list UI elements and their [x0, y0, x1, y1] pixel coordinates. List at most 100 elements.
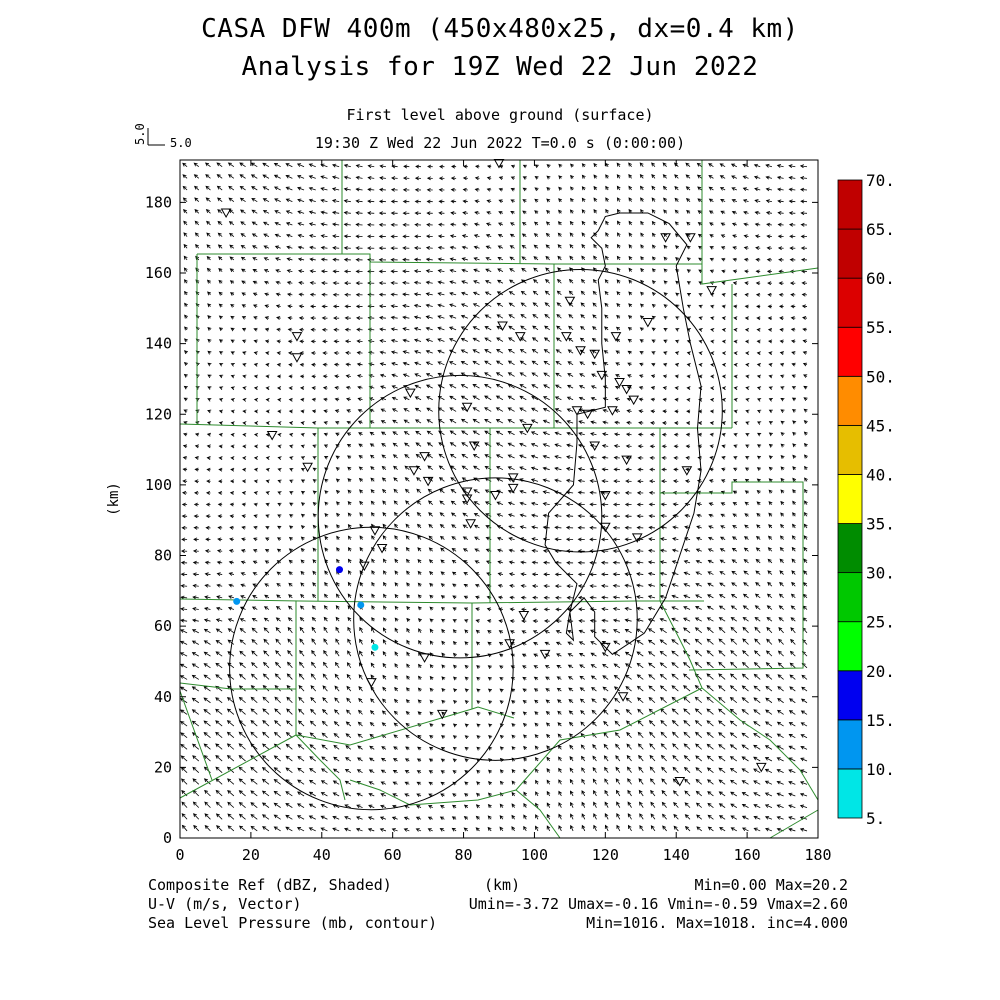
wind-vector: [441, 688, 446, 693]
wind-vector: [382, 674, 387, 680]
wind-vector: [636, 674, 644, 680]
wind-vector: [709, 222, 714, 226]
wind-vector: [508, 548, 515, 553]
wind-vector: [729, 685, 738, 692]
wind-vector: [473, 524, 480, 529]
wind-vector: [719, 536, 726, 541]
wind-vector: [603, 350, 609, 354]
wind-vector: [695, 594, 702, 599]
wind-vector: [580, 732, 586, 738]
wind-vector: [535, 791, 539, 797]
wind-vector: [242, 386, 247, 391]
wind-vector: [521, 630, 527, 634]
wind-vector: [265, 374, 270, 379]
wind-vector: [394, 617, 399, 622]
wind-vector: [289, 479, 294, 484]
wind-vector: [639, 813, 644, 820]
wind-vector: [579, 373, 585, 377]
wind-vector: [404, 770, 410, 774]
wind-vector: [788, 827, 796, 832]
wind-vector: [602, 698, 609, 704]
wind-vector: [242, 456, 247, 460]
wind-vector: [239, 662, 246, 669]
wind-vector: [288, 409, 293, 414]
wind-vector: [300, 559, 305, 564]
wind-vector: [452, 607, 457, 611]
wind-vector: [218, 256, 223, 261]
wind-vector: [683, 548, 691, 553]
wind-vector: [578, 629, 585, 634]
wind-vector: [590, 641, 597, 645]
wind-vector: [731, 222, 737, 227]
wind-vector: [425, 373, 433, 377]
wind-vector: [216, 560, 223, 565]
wind-vector: [402, 257, 410, 262]
wind-vector: [534, 175, 539, 180]
wind-vector: [578, 653, 585, 657]
wind-vector: [425, 257, 433, 262]
wind-vector: [473, 257, 480, 261]
wind-vector: [369, 408, 375, 413]
wind-vector: [309, 720, 317, 727]
wind-vector: [203, 755, 211, 762]
wind-vector: [486, 583, 492, 588]
wind-vector: [651, 315, 656, 320]
wind-vector: [580, 710, 586, 715]
wind-vector: [345, 733, 352, 739]
wind-vector: [370, 650, 375, 657]
wind-vector: [413, 327, 422, 331]
wind-vector: [800, 722, 808, 727]
wind-vector: [448, 326, 457, 331]
wind-vector: [242, 467, 247, 472]
wind-vector: [181, 813, 188, 820]
wind-vector: [499, 700, 504, 704]
wind-vector: [474, 536, 480, 541]
wind-vector: [592, 766, 597, 773]
wind-vector: [650, 825, 656, 832]
wind-vector: [555, 337, 562, 342]
wind-vector: [276, 316, 281, 320]
wind-vector: [371, 558, 375, 564]
wind-vector: [671, 731, 679, 739]
wind-vector: [580, 325, 586, 331]
wind-vector: [499, 746, 504, 751]
wind-vector: [192, 778, 200, 785]
wind-vector: [733, 304, 738, 309]
wind-vector: [663, 268, 668, 273]
wind-vector: [440, 746, 446, 751]
wind-vector: [216, 825, 223, 832]
wind-vector: [718, 685, 726, 692]
wind-vector: [743, 222, 749, 227]
wind-vector: [378, 246, 386, 251]
wind-vector: [437, 245, 445, 250]
wind-vector: [403, 408, 410, 412]
wind-vector: [418, 663, 422, 669]
wind-vector: [309, 234, 316, 238]
wind-vector: [706, 673, 714, 680]
wind-vector: [428, 781, 433, 786]
wind-vector: [791, 581, 796, 587]
wind-vector: [706, 617, 714, 622]
wind-vector: [756, 362, 761, 367]
wind-vector: [180, 720, 188, 727]
wind-vector: [721, 362, 727, 367]
wind-vector: [218, 479, 223, 484]
wind-vector: [192, 743, 200, 750]
wind-vector: [614, 720, 621, 727]
wind-vector: [181, 549, 188, 554]
wind-vector: [744, 524, 749, 529]
wind-vector: [287, 638, 293, 645]
wind-vector: [229, 232, 235, 237]
wind-vector: [731, 199, 737, 203]
wind-vector: [449, 442, 457, 447]
wind-vector: [777, 211, 784, 215]
wind-vector: [437, 280, 445, 285]
wind-vector: [729, 756, 738, 762]
wind-vector: [218, 339, 224, 343]
wind-vector: [499, 826, 504, 832]
wind-vector: [288, 362, 293, 367]
wind-vector: [215, 651, 223, 657]
wind-vector: [215, 766, 223, 773]
wind-vector: [217, 525, 223, 530]
wind-vector: [756, 339, 761, 344]
